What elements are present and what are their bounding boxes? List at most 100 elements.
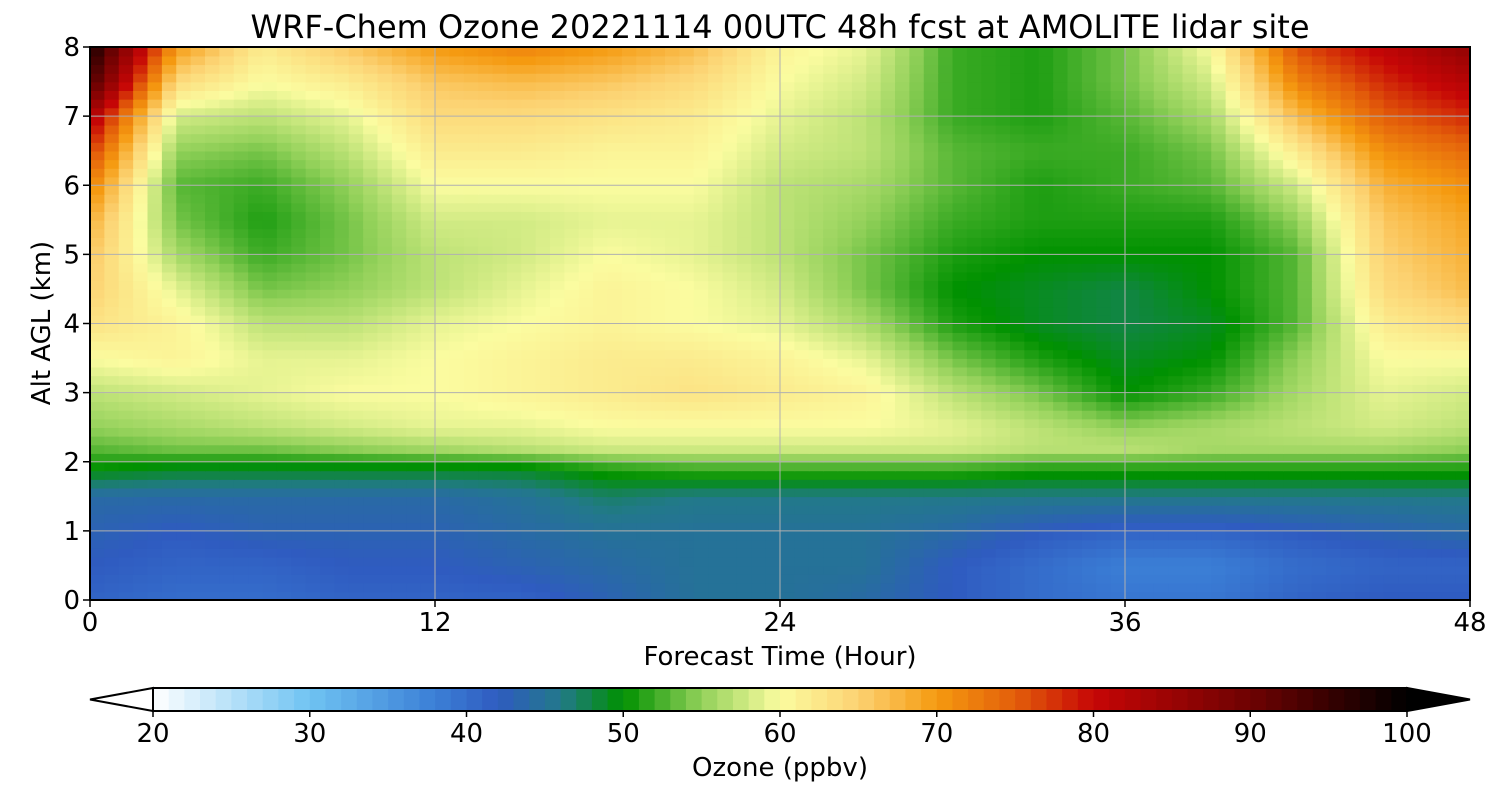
heat-cell [118, 435, 134, 446]
heat-cell [1153, 314, 1169, 325]
heat-cell [679, 366, 695, 377]
heat-cell [923, 461, 939, 472]
heat-cell [377, 219, 393, 230]
heat-cell [1096, 211, 1112, 221]
heat-cell [1182, 297, 1198, 308]
heat-cell [104, 297, 120, 308]
heat-cell [1383, 574, 1399, 584]
heat-cell [550, 245, 566, 256]
heat-cell [995, 574, 1011, 584]
heat-cell [636, 340, 652, 351]
heat-cell [90, 159, 106, 169]
heat-cell [90, 185, 106, 195]
heat-cell [1168, 366, 1184, 377]
heat-cell [276, 228, 293, 238]
heat-cell [1081, 556, 1098, 567]
heat-cell [1211, 366, 1227, 377]
heat-cell [650, 582, 666, 593]
heat-cell [420, 453, 436, 463]
heat-cell [1340, 487, 1356, 498]
heat-cell [334, 383, 350, 394]
heat-cell [1139, 539, 1155, 549]
heat-cell [521, 150, 537, 161]
heat-cell [722, 332, 738, 342]
heat-cell [1053, 280, 1069, 290]
heat-cell [1196, 254, 1213, 264]
heat-cell [621, 461, 638, 472]
heat-cell [176, 435, 192, 446]
heat-cell [492, 435, 508, 446]
heat-cell [176, 383, 192, 394]
heat-cell [981, 409, 997, 420]
heat-cell [1311, 444, 1328, 454]
heat-cell [133, 314, 149, 325]
heat-cell [406, 530, 422, 541]
heat-cell [1455, 167, 1470, 178]
heat-cell [578, 159, 594, 169]
heat-cell [636, 444, 652, 454]
heat-cell [449, 556, 465, 567]
heat-cell [1398, 185, 1414, 195]
heat-cell [1426, 228, 1443, 238]
heat-cell [866, 427, 882, 437]
heat-cell [1268, 591, 1284, 600]
heat-cell [607, 254, 623, 264]
heat-cell [1153, 193, 1169, 204]
heat-cell [248, 219, 264, 230]
heat-cell [1340, 271, 1356, 282]
heat-cell [693, 435, 709, 446]
heat-cell [492, 383, 508, 394]
heat-cell [1340, 349, 1356, 359]
heat-cell [205, 211, 221, 221]
heat-cell [391, 237, 408, 247]
heat-cell [1398, 530, 1414, 541]
heat-cell [506, 504, 523, 515]
heat-cell [147, 288, 163, 299]
heat-cell [851, 159, 868, 169]
heat-cell [952, 487, 968, 498]
heat-cell [1326, 548, 1342, 558]
heat-cell [1455, 470, 1470, 480]
heat-cell [1441, 565, 1457, 575]
heat-cell [578, 427, 594, 437]
heat-cell [866, 150, 882, 161]
heat-cell [348, 176, 364, 187]
heat-cell [348, 306, 364, 316]
heat-cell [420, 427, 436, 437]
heat-cell [607, 263, 623, 273]
heat-cell [305, 245, 321, 256]
heat-cell [636, 539, 652, 549]
heat-cell [190, 383, 206, 394]
heat-cell [1225, 461, 1241, 472]
heat-cell [650, 435, 666, 446]
heat-cell [1297, 574, 1313, 584]
heat-cell [348, 150, 364, 161]
heat-cell [147, 150, 163, 161]
heat-cell [205, 349, 221, 359]
heat-cell [104, 574, 120, 584]
heat-cell [1441, 314, 1457, 325]
heat-cell [564, 237, 580, 247]
heat-cell [1024, 375, 1040, 385]
heat-cell [823, 271, 839, 282]
heat-cell [1412, 435, 1428, 446]
heat-cell [363, 263, 379, 273]
heat-cell [1125, 539, 1141, 549]
heat-cell [334, 332, 350, 342]
heat-cell [1168, 185, 1184, 195]
heat-cell [1383, 297, 1399, 308]
heat-cell [895, 418, 911, 428]
heat-cell [1211, 358, 1227, 368]
heat-cell [1168, 237, 1184, 247]
heat-cell [679, 228, 695, 238]
heat-cell [1096, 548, 1112, 558]
heat-cell [1383, 435, 1399, 446]
heat-cell [1268, 582, 1284, 593]
heat-cell [550, 193, 566, 204]
heat-cell [650, 202, 666, 212]
heat-cell [909, 297, 925, 308]
heat-cell [1412, 565, 1428, 575]
heat-cell [952, 522, 968, 532]
heat-cell [1139, 202, 1155, 212]
heat-cell [1010, 582, 1026, 593]
